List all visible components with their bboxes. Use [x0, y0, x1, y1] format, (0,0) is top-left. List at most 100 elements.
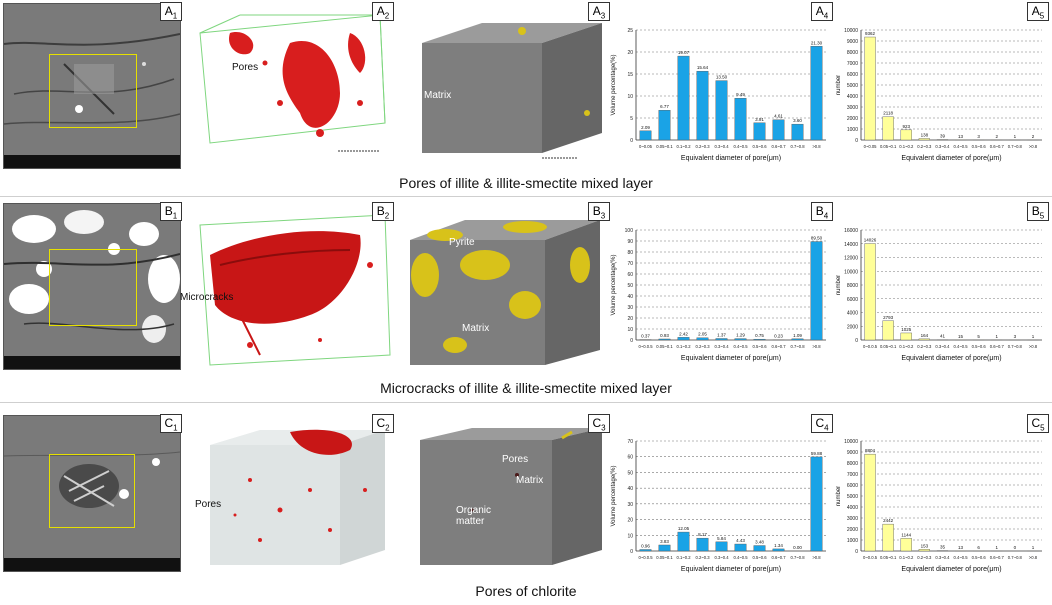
x-axis-label: Equivalent diameter of pore(μm)	[901, 566, 1001, 573]
bar	[864, 243, 876, 341]
y-axis-label: Volume percentage(%)	[611, 465, 617, 526]
y-tick-label: 10000	[844, 28, 858, 34]
y-tick-label: 8000	[847, 50, 858, 56]
data-label: 1144	[901, 532, 911, 537]
bar	[734, 98, 747, 141]
data-label: 9362	[865, 31, 876, 36]
y-tick-label: 10	[627, 327, 633, 333]
data-label: 0.37	[641, 334, 650, 339]
y-axis-label: number	[836, 75, 842, 95]
x-tick-label: 0~0.05	[639, 144, 653, 149]
data-label: 39	[940, 134, 946, 139]
microcrack-3d-b2	[199, 214, 391, 366]
x-tick-label: 0.05~0.1	[656, 344, 673, 349]
bar	[658, 338, 671, 341]
x-tick-label: 0.2~0.3	[695, 555, 710, 560]
data-label: 0	[1014, 545, 1017, 550]
data-label: 3.83	[660, 539, 669, 544]
data-label: 0.75	[755, 333, 764, 338]
x-tick-label: 0.2~0.3	[917, 555, 932, 560]
y-tick-label: 14000	[844, 242, 858, 248]
sem-image-b1	[3, 203, 181, 370]
sem-info-bar-c1	[4, 558, 180, 571]
y-tick-label: 3000	[847, 516, 858, 522]
data-label: 13.50	[716, 75, 728, 80]
x-tick-label: 0.5~0.6	[972, 344, 987, 349]
data-label: 6.77	[660, 104, 669, 109]
x-tick-label: 0~0.0.5	[863, 344, 878, 349]
data-label: 41	[940, 334, 946, 339]
data-label: 6	[977, 545, 980, 550]
sem-texture-a1	[4, 33, 180, 125]
y-tick-label: 8000	[847, 283, 858, 289]
y-axis-label: Volume percentage(%)	[611, 254, 617, 315]
chart-b4: 0 10 20 30 40 50 60 70 80 90 100 0.37 0~0.0.5 0.93 0.0…	[611, 228, 826, 362]
pore-3d-c2	[210, 429, 385, 565]
panel-label-c4: C4	[811, 414, 833, 433]
data-label: 923	[902, 124, 910, 129]
y-tick-label: 30	[627, 502, 633, 508]
data-label: 5	[977, 334, 980, 339]
bar	[882, 523, 894, 552]
data-label: 1	[995, 334, 998, 339]
bar	[882, 116, 894, 141]
y-tick-label: 40	[627, 486, 633, 492]
data-label: 3.91	[755, 117, 764, 122]
y-tick-label: 70	[627, 439, 633, 445]
bar	[900, 129, 912, 141]
x-tick-label: >0.8	[1029, 344, 1038, 349]
y-tick-label: 20	[627, 518, 633, 524]
chart-a4: 0 5 10 15 20 25 2.09 0~0.05 6.77 0.05~0.1 19.07 0.1…	[611, 28, 826, 162]
data-label: 1	[995, 545, 998, 550]
sem-info-bar-a1	[4, 155, 180, 168]
y-tick-label: 0	[855, 138, 858, 144]
data-label: 0.00	[793, 545, 802, 550]
x-tick-label: >0.8	[812, 344, 821, 349]
x-tick-label: >0.8	[812, 555, 821, 560]
matrix-cube-b3	[410, 220, 600, 365]
data-label: 1	[1032, 545, 1035, 550]
y-tick-label: 4000	[847, 94, 858, 100]
x-axis-label: Equivalent diameter of pore(μm)	[901, 155, 1001, 162]
x-tick-label: 0.4~0.5	[954, 144, 969, 149]
y-tick-label: 4000	[847, 311, 858, 317]
bar	[677, 531, 690, 552]
x-tick-label: 0.3~0.4	[935, 144, 950, 149]
panel-label-a1: A1	[160, 2, 182, 21]
y-tick-label: 7000	[847, 472, 858, 478]
y-tick-label: 15	[627, 72, 633, 78]
y-tick-label: 3000	[847, 105, 858, 111]
y-tick-label: 10000	[844, 439, 858, 445]
data-label: 2	[995, 134, 998, 139]
y-tick-label: 2000	[847, 324, 858, 330]
caption-row-c: Pores of chlorite	[475, 583, 577, 599]
bar	[753, 545, 766, 552]
data-label: 5.84	[717, 536, 726, 541]
sem-texture-c1	[4, 451, 180, 508]
bar	[864, 453, 876, 552]
region-of-interest-b1	[49, 249, 137, 326]
y-tick-label: 10	[627, 94, 633, 100]
data-label: 13	[958, 545, 964, 550]
x-tick-label: 0.1~0.2	[676, 555, 691, 560]
x-tick-label: 0.3~0.4	[714, 144, 729, 149]
data-label: 21.30	[811, 40, 823, 45]
y-tick-label: 2000	[847, 527, 858, 533]
y-tick-label: 16000	[844, 228, 858, 234]
data-label: 2.05	[698, 332, 707, 337]
x-tick-label: 0.6~0.7	[990, 344, 1005, 349]
panel-label-b5: B5	[1027, 202, 1049, 221]
y-tick-label: 4000	[847, 505, 858, 511]
panel-label-b2: B2	[372, 202, 394, 221]
y-axis-label: number	[836, 486, 842, 506]
bar	[900, 332, 912, 341]
bar	[772, 548, 785, 552]
bar	[696, 537, 709, 552]
x-tick-label: 0.6~0.7	[771, 344, 786, 349]
bar	[677, 337, 690, 341]
bar	[918, 338, 930, 341]
x-tick-label: 0.4~0.5	[733, 144, 748, 149]
panel-label-c1: C1	[160, 414, 182, 433]
data-label: 15.64	[697, 65, 709, 70]
bar	[864, 36, 876, 141]
